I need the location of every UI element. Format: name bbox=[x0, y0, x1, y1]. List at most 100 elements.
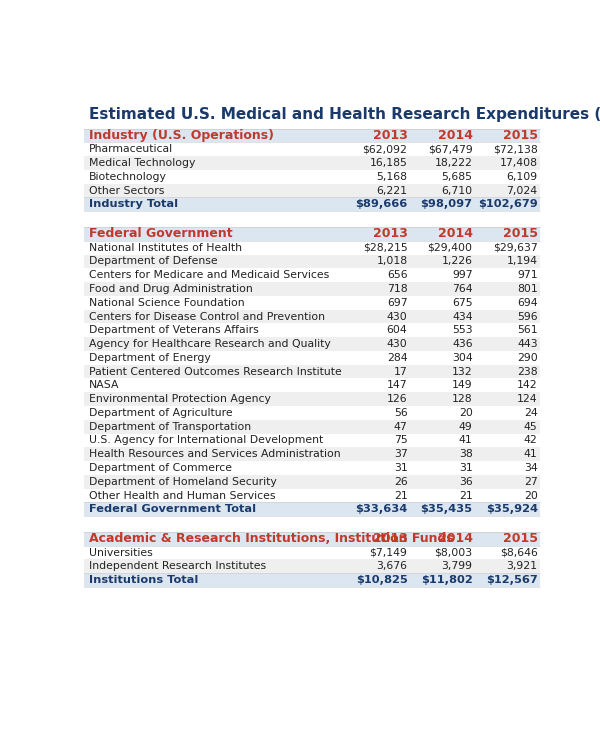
Text: Department of Defense: Department of Defense bbox=[89, 256, 218, 266]
Text: 56: 56 bbox=[394, 408, 407, 418]
Text: $7,149: $7,149 bbox=[370, 548, 407, 558]
Text: 2015: 2015 bbox=[503, 532, 538, 545]
Text: 5,685: 5,685 bbox=[442, 172, 473, 182]
Text: Industry Total: Industry Total bbox=[89, 199, 178, 210]
Text: Biotechnology: Biotechnology bbox=[89, 172, 167, 182]
Text: 997: 997 bbox=[452, 270, 473, 280]
Text: $29,637: $29,637 bbox=[493, 242, 538, 253]
Text: 2013: 2013 bbox=[373, 227, 407, 240]
Text: 38: 38 bbox=[459, 449, 473, 459]
Text: $102,679: $102,679 bbox=[478, 199, 538, 210]
Bar bbox=[84, 296, 540, 310]
Text: 6,710: 6,710 bbox=[442, 185, 473, 196]
Text: 2015: 2015 bbox=[503, 129, 538, 142]
Bar bbox=[84, 532, 540, 546]
Text: $62,092: $62,092 bbox=[362, 145, 407, 154]
Text: 284: 284 bbox=[387, 353, 407, 363]
Text: Environmental Protection Agency: Environmental Protection Agency bbox=[89, 394, 271, 404]
Text: $89,666: $89,666 bbox=[355, 199, 407, 210]
Text: 27: 27 bbox=[524, 477, 538, 487]
Text: 718: 718 bbox=[387, 284, 407, 294]
Text: 971: 971 bbox=[517, 270, 538, 280]
Text: U.S. Agency for International Development: U.S. Agency for International Developmen… bbox=[89, 436, 323, 445]
Text: 147: 147 bbox=[387, 380, 407, 391]
Text: Medical Technology: Medical Technology bbox=[89, 158, 196, 168]
Text: 2013: 2013 bbox=[373, 532, 407, 545]
Text: Institutions Total: Institutions Total bbox=[89, 575, 199, 585]
Text: Department of Transportation: Department of Transportation bbox=[89, 422, 251, 431]
Text: $11,802: $11,802 bbox=[421, 575, 473, 585]
Text: 2014: 2014 bbox=[437, 227, 473, 240]
Text: Department of Commerce: Department of Commerce bbox=[89, 463, 232, 473]
Text: 24: 24 bbox=[524, 408, 538, 418]
Bar bbox=[84, 546, 540, 559]
Bar bbox=[84, 351, 540, 365]
Text: 2014: 2014 bbox=[437, 129, 473, 142]
Text: 45: 45 bbox=[524, 422, 538, 431]
Text: 37: 37 bbox=[394, 449, 407, 459]
Text: Patient Centered Outcomes Research Institute: Patient Centered Outcomes Research Insti… bbox=[89, 366, 342, 377]
Bar bbox=[84, 461, 540, 475]
Text: 801: 801 bbox=[517, 284, 538, 294]
Text: Agency for Healthcare Research and Quality: Agency for Healthcare Research and Quali… bbox=[89, 339, 331, 349]
Text: 1,194: 1,194 bbox=[506, 256, 538, 266]
Text: 6,221: 6,221 bbox=[376, 185, 407, 196]
Text: $72,138: $72,138 bbox=[493, 145, 538, 154]
Text: 304: 304 bbox=[452, 353, 473, 363]
Bar bbox=[84, 573, 540, 587]
Text: 675: 675 bbox=[452, 298, 473, 308]
Text: 290: 290 bbox=[517, 353, 538, 363]
Text: 3,799: 3,799 bbox=[442, 561, 473, 572]
Text: 694: 694 bbox=[517, 298, 538, 308]
Text: 1,018: 1,018 bbox=[376, 256, 407, 266]
Text: $35,435: $35,435 bbox=[421, 504, 473, 515]
Text: 6,109: 6,109 bbox=[506, 172, 538, 182]
Text: 21: 21 bbox=[459, 491, 473, 501]
Text: 20: 20 bbox=[459, 408, 473, 418]
Text: Academic & Research Institutions, Institution Funds: Academic & Research Institutions, Instit… bbox=[89, 532, 454, 545]
Text: 41: 41 bbox=[524, 449, 538, 459]
Bar bbox=[84, 323, 540, 337]
Bar bbox=[84, 378, 540, 392]
Text: 697: 697 bbox=[387, 298, 407, 308]
Text: Industry (U.S. Operations): Industry (U.S. Operations) bbox=[89, 129, 274, 142]
Text: $8,003: $8,003 bbox=[434, 548, 473, 558]
Bar bbox=[84, 502, 540, 516]
Text: Universities: Universities bbox=[89, 548, 152, 558]
Bar bbox=[84, 488, 540, 502]
Bar bbox=[84, 156, 540, 170]
Bar bbox=[84, 255, 540, 269]
Bar bbox=[84, 269, 540, 282]
Text: 656: 656 bbox=[387, 270, 407, 280]
Text: 443: 443 bbox=[517, 339, 538, 349]
Text: $67,479: $67,479 bbox=[428, 145, 473, 154]
Text: 126: 126 bbox=[387, 394, 407, 404]
Text: Department of Agriculture: Department of Agriculture bbox=[89, 408, 233, 418]
Bar bbox=[84, 241, 540, 255]
Text: $8,646: $8,646 bbox=[500, 548, 538, 558]
Text: Health Resources and Services Administration: Health Resources and Services Administra… bbox=[89, 449, 341, 459]
Text: 16,185: 16,185 bbox=[370, 158, 407, 168]
Text: 1,226: 1,226 bbox=[442, 256, 473, 266]
Bar bbox=[84, 434, 540, 447]
Text: Department of Homeland Security: Department of Homeland Security bbox=[89, 477, 277, 487]
Bar bbox=[84, 475, 540, 488]
Text: 3,921: 3,921 bbox=[506, 561, 538, 572]
Text: National Institutes of Health: National Institutes of Health bbox=[89, 242, 242, 253]
Text: 36: 36 bbox=[459, 477, 473, 487]
Text: 128: 128 bbox=[452, 394, 473, 404]
Text: NASA: NASA bbox=[89, 380, 119, 391]
Text: 17,408: 17,408 bbox=[500, 158, 538, 168]
Text: 596: 596 bbox=[517, 312, 538, 321]
Text: $10,825: $10,825 bbox=[356, 575, 407, 585]
Bar bbox=[84, 184, 540, 198]
Text: 124: 124 bbox=[517, 394, 538, 404]
Text: Department of Veterans Affairs: Department of Veterans Affairs bbox=[89, 326, 259, 335]
Bar bbox=[84, 447, 540, 461]
Bar bbox=[84, 227, 540, 241]
Text: 764: 764 bbox=[452, 284, 473, 294]
Text: $33,634: $33,634 bbox=[355, 504, 407, 515]
Text: 34: 34 bbox=[524, 463, 538, 473]
Text: $29,400: $29,400 bbox=[428, 242, 473, 253]
Bar bbox=[84, 420, 540, 434]
